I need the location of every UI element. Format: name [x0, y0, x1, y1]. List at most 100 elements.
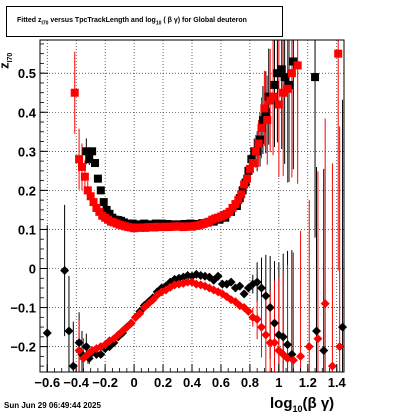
data-point-diamond — [74, 338, 84, 348]
data-point-diamond — [270, 338, 280, 348]
data-point-square — [287, 69, 296, 78]
chart-title: Fitted zI70 versus TpcTrackLength and lo… — [17, 17, 247, 27]
data-point-diamond — [81, 342, 91, 352]
data-point-square — [99, 198, 108, 207]
data-point-square — [91, 159, 100, 168]
data-point-square — [283, 84, 292, 93]
data-point-square — [277, 65, 286, 74]
timestamp-footer: Sun Jun 29 06:49:44 2025 — [4, 401, 101, 410]
data-point-square — [270, 80, 279, 89]
data-point-square — [243, 174, 252, 183]
data-point-diamond — [313, 334, 323, 344]
data-point-square — [70, 88, 79, 97]
x-axis-label: log10(β γ) — [270, 395, 335, 414]
data-point-square — [279, 88, 288, 97]
data-point-square — [96, 186, 105, 195]
y-tick-label: 0.1 — [18, 222, 36, 237]
data-point-square — [260, 104, 269, 113]
y-axis-label: zI70 — [0, 52, 14, 69]
x-tick-label: 0.2 — [154, 375, 172, 390]
data-point-square — [75, 155, 84, 164]
data-point-diamond — [261, 330, 271, 340]
x-tick-label: −0.2 — [92, 375, 118, 390]
data-point-diamond — [135, 308, 145, 318]
x-tick-label: 0 — [130, 375, 137, 390]
axis-ticks — [40, 43, 338, 372]
data-point-diamond — [311, 326, 321, 336]
data-point-diamond — [256, 322, 266, 332]
data-point-square — [77, 162, 86, 171]
data-point-square — [254, 139, 263, 148]
data-point-square — [245, 164, 254, 173]
data-point-square — [263, 116, 272, 125]
data-point-diamond — [213, 271, 223, 281]
data-point-square — [257, 123, 266, 132]
data-point-square — [273, 69, 282, 78]
data-point-diamond — [335, 342, 345, 352]
data-point-square — [258, 116, 267, 125]
data-point-diamond — [122, 322, 132, 332]
data-point-square — [280, 73, 289, 82]
data-point-diamond — [320, 299, 330, 309]
y-tick-label: 0.4 — [18, 105, 37, 120]
data-point-square — [334, 49, 343, 58]
data-point-diamond — [265, 303, 275, 313]
data-point-square — [83, 186, 92, 195]
data-point-square — [234, 196, 243, 205]
data-point-diamond — [256, 283, 266, 293]
data-point-square — [88, 147, 97, 156]
grid-lines — [40, 40, 344, 372]
data-point-diamond — [252, 277, 262, 287]
x-tick-label: 0.4 — [183, 375, 202, 390]
data-point-diamond — [304, 342, 314, 352]
data-point-diamond — [60, 265, 70, 275]
x-tick-label: 1.4 — [328, 375, 347, 390]
data-point-diamond — [42, 328, 52, 338]
y-tick-label: −0.1 — [10, 301, 36, 316]
data-point-diamond — [96, 349, 106, 359]
data-point-square — [269, 92, 278, 101]
data-point-square — [251, 147, 260, 156]
data-point-square — [86, 192, 95, 201]
x-tick-label: 0.6 — [212, 375, 230, 390]
y-tick-label: 0.2 — [18, 183, 36, 198]
data-point-diamond — [338, 322, 348, 332]
data-point-diamond — [261, 291, 271, 301]
data-point-square — [240, 180, 249, 189]
x-tick-label: 1.2 — [299, 375, 317, 390]
data-point-diamond — [68, 361, 78, 371]
y-tick-label: 0.3 — [18, 144, 36, 159]
data-point-square — [93, 174, 102, 183]
x-tick-label: 1 — [275, 375, 282, 390]
data-point-square — [311, 73, 320, 82]
data-point-diamond — [226, 277, 236, 287]
data-point-diamond — [283, 340, 293, 350]
data-point-diamond — [74, 346, 84, 356]
data-point-square — [274, 100, 283, 109]
x-tick-label: −0.4 — [63, 375, 89, 390]
axis-tick-labels: −0.6 −0.4 −0.2 0 0.2 0.4 0.6 0.8 1 1.2 1.4−0.2−0.1… — [10, 66, 346, 390]
data-point-diamond — [243, 306, 253, 316]
y-tick-label: −0.2 — [10, 340, 36, 355]
data-point-square — [89, 198, 98, 207]
data-point-square — [248, 159, 257, 168]
data-point-square — [80, 172, 89, 181]
chart-title-box: Fitted zI70 versus TpcTrackLength and lo… — [6, 6, 283, 37]
data-point-diamond — [148, 295, 158, 305]
data-point-diamond — [278, 332, 288, 342]
data-point-diamond — [126, 318, 136, 328]
data-point-diamond — [327, 361, 337, 371]
y-tick-label: 0.5 — [18, 66, 36, 81]
data-point-diamond — [235, 281, 245, 291]
data-markers — [42, 49, 348, 371]
data-point-diamond — [64, 326, 74, 336]
y-tick-label: 0 — [29, 261, 36, 276]
data-point-square — [289, 57, 298, 66]
data-point-diamond — [319, 346, 329, 356]
data-point-diamond — [288, 355, 298, 365]
x-tick-label: −0.6 — [34, 375, 60, 390]
data-point-diamond — [270, 318, 280, 328]
data-point-square — [85, 155, 94, 164]
data-point-square — [82, 147, 91, 156]
